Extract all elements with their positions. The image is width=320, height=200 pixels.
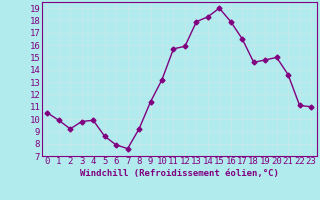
X-axis label: Windchill (Refroidissement éolien,°C): Windchill (Refroidissement éolien,°C): [80, 169, 279, 178]
